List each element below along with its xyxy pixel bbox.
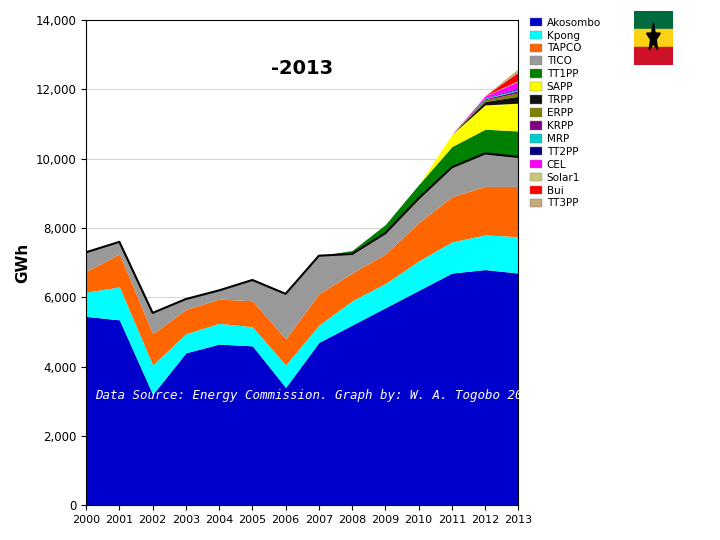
Text: Data Source: Energy Commission. Graph by: W. A. Togobo 2014: Data Source: Energy Commission. Graph by…: [95, 388, 537, 402]
Polygon shape: [647, 23, 660, 50]
Text: -2013: -2013: [271, 59, 333, 78]
Y-axis label: GWh: GWh: [15, 242, 30, 283]
Legend: Akosombo, Kpong, TAPCO, TICO, TT1PP, SAPP, TRPP, ERPP, KRPP, MRP, TT2PP, CEL, So: Akosombo, Kpong, TAPCO, TICO, TT1PP, SAP…: [528, 16, 603, 211]
Bar: [634, 29, 673, 46]
Bar: [634, 11, 673, 29]
Bar: [634, 46, 673, 65]
